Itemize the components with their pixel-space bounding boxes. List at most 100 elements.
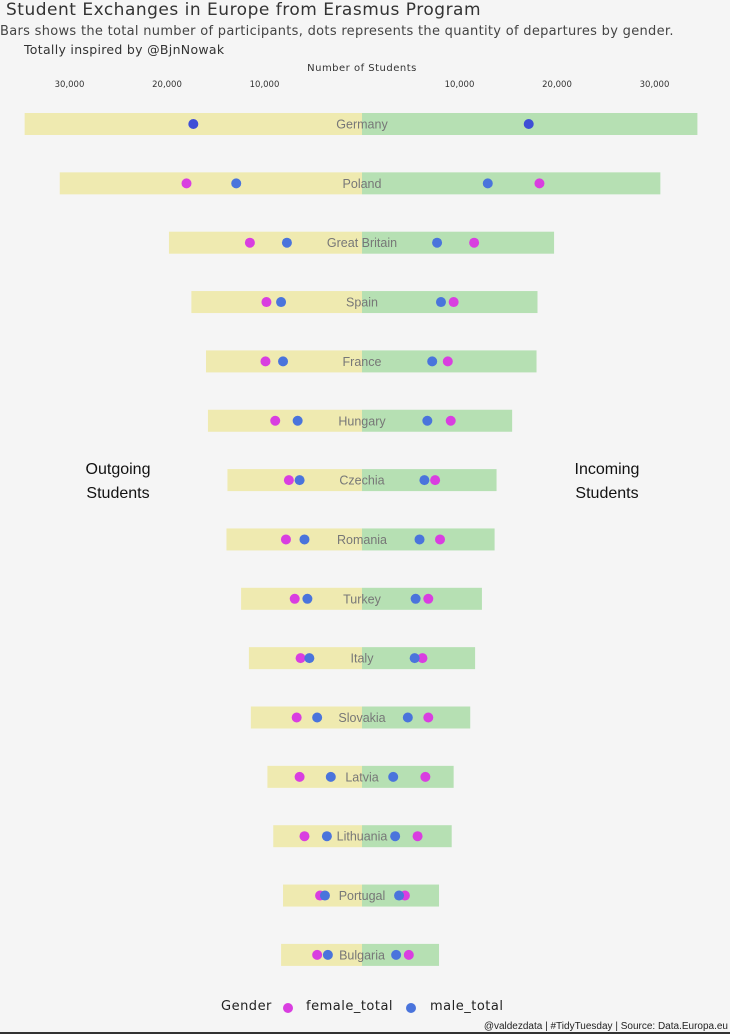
country-label: France — [343, 355, 382, 369]
male-outgoing-dot — [312, 712, 323, 723]
x-tick-left: 30,000 — [55, 80, 85, 90]
male-outgoing-dot — [304, 653, 315, 664]
outgoing-bar — [267, 765, 362, 788]
legend: Gender female_total male_total — [0, 998, 730, 1018]
female-incoming-dot — [442, 356, 453, 367]
male-outgoing-dot — [302, 593, 313, 604]
female-incoming-dot — [403, 949, 414, 960]
female-outgoing-dot — [283, 475, 294, 486]
incoming-bar — [362, 528, 495, 551]
male-outgoing-dot — [292, 415, 303, 426]
male-incoming-dot — [523, 119, 534, 129]
male-incoming-dot — [394, 890, 405, 901]
female-incoming-dot — [423, 593, 434, 604]
country-label: Latvia — [345, 770, 378, 784]
male-outgoing-dot — [294, 475, 305, 486]
incoming-bar — [362, 409, 513, 432]
male-outgoing-dot — [325, 771, 336, 782]
incoming-label-line-2: Students — [575, 485, 639, 502]
female-incoming-dot — [430, 475, 441, 486]
country-label: Slovakia — [338, 711, 385, 725]
dots-layer — [181, 119, 545, 960]
male-incoming-dot — [419, 475, 430, 486]
female-outgoing-dot — [291, 712, 302, 723]
female-incoming-dot — [412, 831, 423, 842]
country-label: Italy — [351, 652, 375, 666]
incoming-bar — [362, 587, 482, 610]
male-outgoing-dot — [231, 178, 242, 189]
country-label: Turkey — [343, 592, 381, 606]
female-incoming-dot — [435, 534, 445, 545]
bars-layer — [24, 113, 698, 966]
male-incoming-dot — [409, 653, 420, 664]
female-incoming-dot — [445, 415, 456, 426]
incoming-bar — [362, 172, 661, 195]
x-axis-title: Number of Students — [307, 63, 417, 74]
male-incoming-dot — [414, 534, 425, 545]
ticks-layer: 30,000 20,000 10,000 10,000 20,000 30,000 — [55, 80, 670, 90]
male-outgoing-dot — [278, 356, 289, 367]
country-label: Poland — [343, 177, 382, 191]
incoming-bar — [362, 231, 555, 254]
female-incoming-dot — [534, 178, 545, 189]
inspired-by-note: Totally inspired by @BjnNowak — [24, 42, 225, 57]
female-incoming-dot — [448, 297, 459, 308]
female-outgoing-dot — [280, 534, 291, 545]
country-label: Germany — [336, 118, 388, 132]
female-outgoing-dot — [270, 415, 281, 426]
legend-male-label: male_total — [430, 999, 504, 1014]
female-incoming-dot — [420, 771, 431, 782]
male-incoming-dot — [422, 415, 433, 426]
male-incoming-dot — [482, 178, 493, 189]
male-incoming-dot — [410, 593, 421, 604]
female-outgoing-dot — [181, 178, 192, 189]
female-outgoing-dot — [312, 949, 323, 960]
x-tick-right: 10,000 — [445, 80, 475, 90]
female-outgoing-dot — [299, 831, 310, 842]
country-label: Romania — [337, 533, 387, 547]
outgoing-bar — [207, 409, 362, 432]
male-incoming-dot — [432, 237, 443, 248]
male-incoming-dot — [402, 712, 413, 723]
bottom-rule — [0, 1032, 730, 1034]
outgoing-bar — [59, 172, 362, 195]
male-incoming-dot — [388, 771, 399, 782]
x-tick-left: 20,000 — [152, 80, 182, 90]
legend-female-dot — [283, 1003, 293, 1013]
incoming-bar — [362, 825, 452, 848]
outgoing-bar — [250, 706, 362, 729]
incoming-label-line-1: Incoming — [574, 461, 640, 478]
female-outgoing-dot — [261, 297, 272, 308]
male-incoming-dot — [427, 356, 438, 367]
male-outgoing-dot — [276, 297, 287, 308]
incoming-students-label: Incoming Students — [547, 458, 667, 506]
female-outgoing-dot — [295, 653, 306, 664]
male-incoming-dot — [435, 297, 446, 308]
outgoing-label-line-1: Outgoing — [85, 461, 151, 478]
chart-subtitle: Bars shows the total number of participa… — [0, 24, 674, 39]
male-incoming-dot — [391, 949, 402, 960]
incoming-bar — [362, 706, 471, 729]
male-incoming-dot — [390, 831, 401, 842]
incoming-bar — [362, 765, 454, 788]
male-outgoing-dot — [319, 890, 330, 901]
female-outgoing-dot — [294, 771, 305, 782]
female-outgoing-dot — [289, 593, 300, 604]
chart-title: Student Exchanges in Europe from Erasmus… — [6, 0, 482, 20]
outgoing-bar — [168, 231, 362, 254]
outgoing-bar — [226, 528, 362, 551]
country-label: Great Britain — [327, 236, 397, 250]
female-incoming-dot — [469, 237, 480, 248]
male-outgoing-dot — [322, 949, 333, 960]
source-caption: @valdezdata | #TidyTuesday | Source: Dat… — [483, 1021, 728, 1032]
male-outgoing-dot — [281, 237, 292, 248]
outgoing-bar — [241, 587, 362, 610]
female-incoming-dot — [417, 653, 428, 664]
country-label: Czechia — [339, 474, 384, 488]
outgoing-students-label: Outgoing Students — [58, 458, 178, 506]
outgoing-bar — [273, 825, 362, 848]
x-tick-left: 10,000 — [250, 80, 280, 90]
x-tick-right: 30,000 — [640, 80, 670, 90]
country-label: Lithuania — [337, 830, 388, 844]
